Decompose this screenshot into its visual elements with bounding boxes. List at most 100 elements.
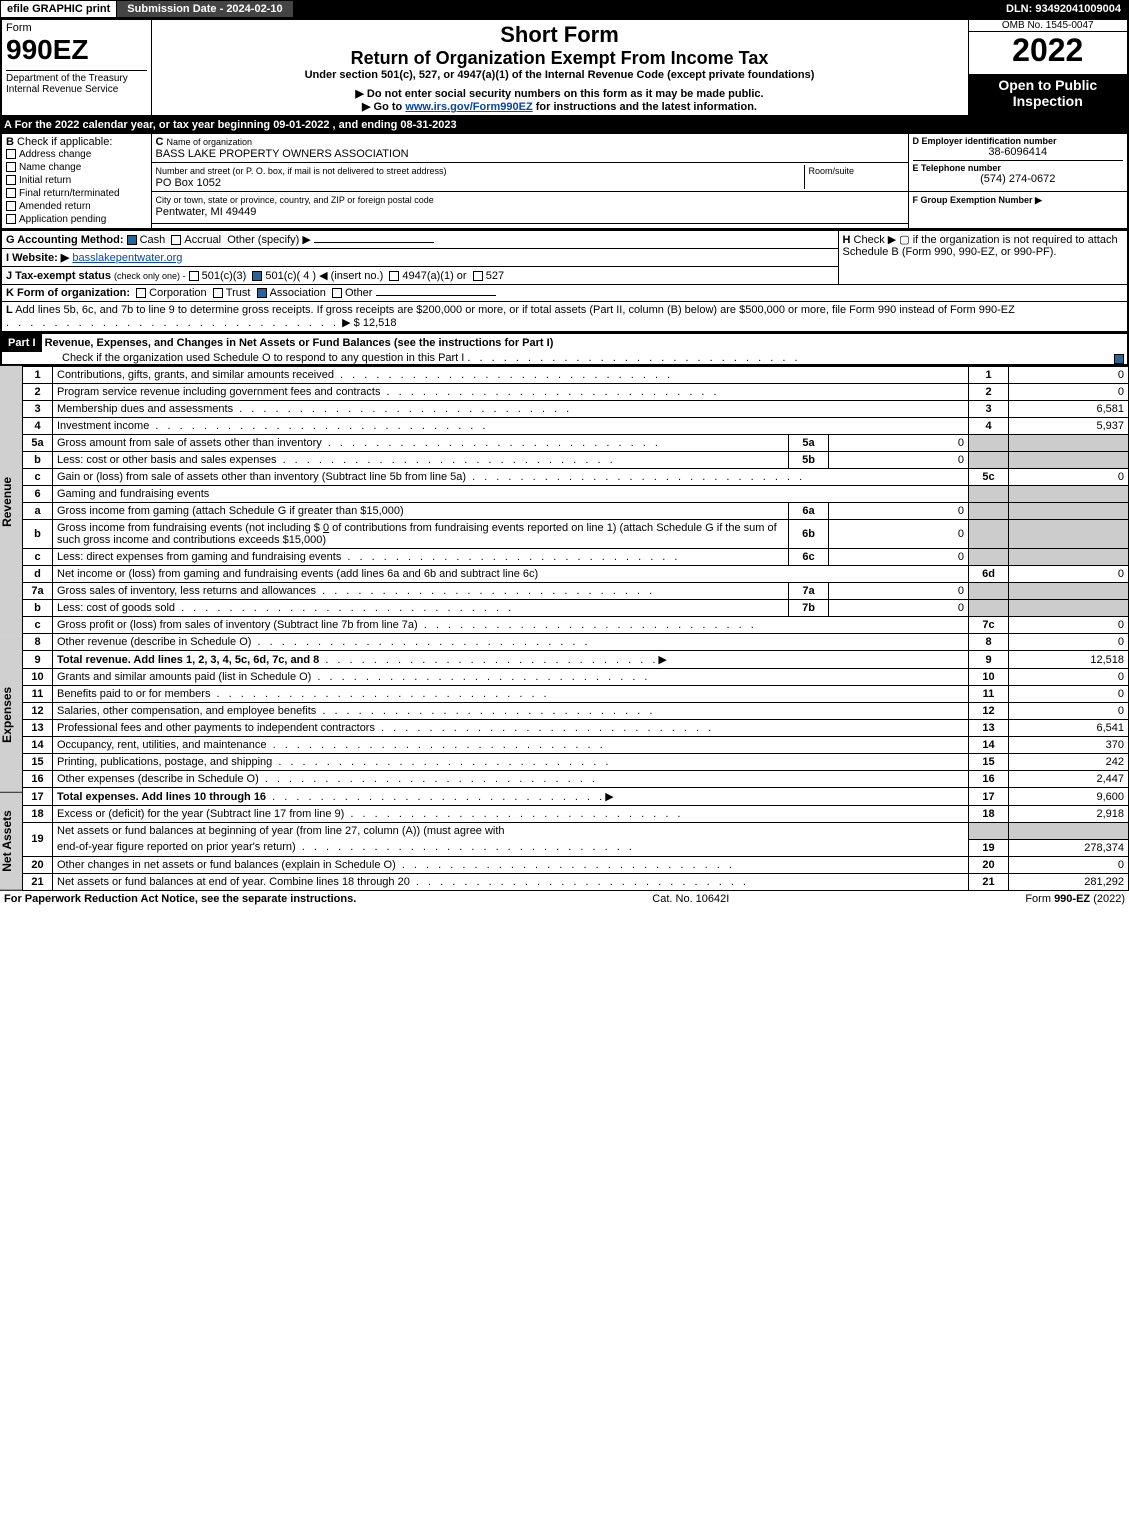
efile-graphic-print[interactable]: efile GRAPHIC print	[0, 0, 117, 18]
section-l-label: L	[6, 304, 13, 316]
chk-cash[interactable]	[127, 235, 137, 245]
line-14: 14Occupancy, rent, utilities, and mainte…	[23, 737, 1129, 754]
section-j-label: J Tax-exempt status	[6, 270, 111, 282]
other-org-line[interactable]	[376, 295, 496, 296]
opt-other: Other	[345, 287, 373, 299]
section-c-street-cell: Number and street (or P. O. box, if mail…	[151, 163, 908, 192]
form-label: Form	[6, 22, 147, 34]
section-f-label: F Group Exemption Number ▶	[913, 195, 1042, 205]
line-18: 18Excess or (deficit) for the year (Subt…	[23, 806, 1129, 823]
line-8: 8Other revenue (describe in Schedule O)8…	[23, 634, 1129, 651]
lines-table: 1Contributions, gifts, grants, and simil…	[22, 366, 1129, 891]
spacer-cell	[151, 223, 908, 229]
vert-expenses: Expenses	[0, 637, 22, 793]
chk-corp[interactable]	[136, 288, 146, 298]
opt-4947: 4947(a)(1) or	[402, 270, 466, 282]
line-20: 20Other changes in net assets or fund ba…	[23, 856, 1129, 873]
line-3: 3Membership dues and assessments36,581	[23, 401, 1129, 418]
part-i-title: Revenue, Expenses, and Changes in Net As…	[45, 337, 554, 349]
section-h-label: H	[843, 234, 851, 246]
line-21: 21Net assets or fund balances at end of …	[23, 873, 1129, 890]
chk-final-return[interactable]: Final return/terminated	[6, 187, 147, 200]
sections-g-l: G Accounting Method: Cash Accrual Other …	[0, 230, 1129, 333]
no-ssn: ▶ Do not enter social security numbers o…	[156, 87, 964, 100]
section-de-cell: D Employer identification number 38-6096…	[908, 134, 1128, 192]
cash-label: Cash	[140, 234, 166, 246]
ein-value: 38-6096414	[913, 146, 1124, 158]
section-i-cell: I Website: ▶ basslakepentwater.org	[1, 249, 838, 267]
line-13: 13Professional fees and other payments t…	[23, 720, 1129, 737]
goto-prefix: ▶ Go to	[362, 101, 405, 113]
org-info-table: B Check if applicable: Address change Na…	[0, 133, 1129, 230]
goto-link[interactable]: www.irs.gov/Form990EZ	[405, 101, 532, 113]
top-bar: efile GRAPHIC print Submission Date - 20…	[0, 0, 1129, 18]
form-id-cell: Form 990EZ Department of the Treasury In…	[1, 19, 151, 116]
city-label: City or town, state or province, country…	[156, 195, 434, 205]
chk-trust[interactable]	[213, 288, 223, 298]
line-5b: bLess: cost or other basis and sales exp…	[23, 452, 1129, 469]
line-6c: cLess: direct expenses from gaming and f…	[23, 549, 1129, 566]
goto-tail: for instructions and the latest informat…	[533, 101, 757, 113]
chk-501c3[interactable]	[189, 271, 199, 281]
line-19b: end-of-year figure reported on prior yea…	[23, 839, 1129, 856]
section-b-cell: B Check if applicable: Address change Na…	[1, 134, 151, 230]
website-link[interactable]: basslakepentwater.org	[72, 252, 182, 264]
chk-amended-return[interactable]: Amended return	[6, 200, 147, 213]
line-5a: 5aGross amount from sale of assets other…	[23, 435, 1129, 452]
title-main: Return of Organization Exempt From Incom…	[156, 48, 964, 69]
other-specify: Other (specify) ▶	[227, 234, 311, 246]
vert-netassets: Net Assets	[0, 793, 22, 891]
chk-initial-return[interactable]: Initial return	[6, 174, 147, 187]
part-i-header-table: Part I Revenue, Expenses, and Changes in…	[0, 333, 1129, 366]
chk-application-pending[interactable]: Application pending	[6, 213, 147, 226]
section-k-cell: K Form of organization: Corporation Trus…	[1, 285, 1128, 302]
line-6: 6Gaming and fundraising events	[23, 486, 1129, 503]
dept-1: Department of the Treasury	[6, 70, 147, 84]
line-16: 16Other expenses (describe in Schedule O…	[23, 771, 1129, 788]
section-j-cell: J Tax-exempt status (check only one) - 5…	[1, 267, 838, 285]
opt-501c3: 501(c)(3)	[202, 270, 247, 282]
accrual-label: Accrual	[184, 234, 221, 246]
line-10: 10Grants and similar amounts paid (list …	[23, 669, 1129, 686]
line-6b: bGross income from fundraising events (n…	[23, 520, 1129, 549]
chk-501c[interactable]	[252, 271, 262, 281]
dept-2: Internal Revenue Service	[6, 84, 147, 95]
section-f-cell: F Group Exemption Number ▶	[908, 192, 1128, 230]
name-of-org-label: Name of organization	[167, 137, 253, 147]
section-c-name-cell: C Name of organization BASS LAKE PROPERT…	[151, 134, 908, 163]
omb-number: OMB No. 1545-0047	[969, 20, 1128, 32]
section-g-label: G Accounting Method:	[6, 234, 124, 246]
phone-value: (574) 274-0672	[913, 173, 1124, 185]
line-17: 17Total expenses. Add lines 10 through 1…	[23, 788, 1129, 806]
section-l-text: Add lines 5b, 6c, and 7b to line 9 to de…	[15, 304, 1015, 316]
section-d-label: D Employer identification number	[913, 136, 1124, 146]
chk-address-change[interactable]: Address change	[6, 148, 147, 161]
chk-527[interactable]	[473, 271, 483, 281]
line-12: 12Salaries, other compensation, and empl…	[23, 703, 1129, 720]
city-value: Pentwater, MI 49449	[156, 206, 257, 218]
section-i-label: I Website: ▶	[6, 252, 69, 264]
vert-revenue: Revenue	[0, 366, 22, 637]
part-i-badge: Part I	[2, 334, 42, 352]
chk-other[interactable]	[332, 288, 342, 298]
section-j-sub: (check only one) -	[114, 271, 186, 281]
chk-accrual[interactable]	[171, 235, 181, 245]
line-4: 4Investment income45,937	[23, 418, 1129, 435]
check-if-applicable: Check if applicable:	[17, 136, 112, 148]
right-header-cell: OMB No. 1545-0047 2022	[968, 19, 1128, 75]
chk-name-change[interactable]: Name change	[6, 161, 147, 174]
other-specify-line[interactable]	[314, 242, 434, 243]
section-c-label: C	[156, 136, 164, 148]
form-number: 990EZ	[6, 34, 147, 66]
section-b-label: B	[6, 136, 14, 148]
chk-schedule-o[interactable]	[1114, 354, 1124, 364]
line-11: 11Benefits paid to or for members110	[23, 686, 1129, 703]
submission-date: Submission Date - 2024-02-10	[117, 1, 292, 17]
opt-trust: Trust	[226, 287, 251, 299]
opt-501c: 501(c)( 4 ) ◀ (insert no.)	[265, 270, 383, 282]
chk-assoc[interactable]	[257, 288, 267, 298]
section-h-cell: H Check ▶ ▢ if the organization is not r…	[838, 231, 1128, 285]
room-label: Room/suite	[809, 166, 855, 176]
section-h-text: Check ▶ ▢ if the organization is not req…	[843, 234, 1118, 258]
chk-4947[interactable]	[389, 271, 399, 281]
